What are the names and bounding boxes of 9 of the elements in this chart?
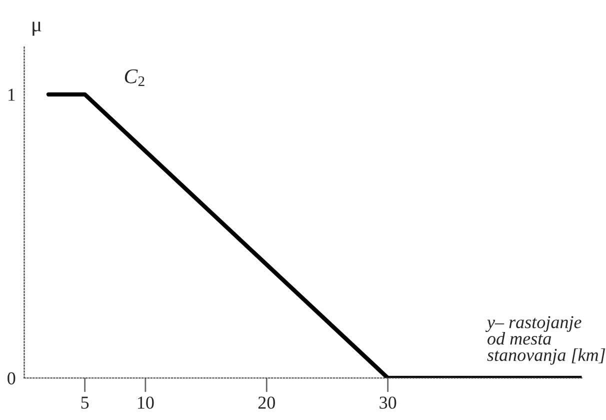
x-tick-label: 30 [380, 396, 396, 409]
series-label: C$_{2}$ [124, 69, 144, 86]
y-tick-label: 1 [8, 88, 15, 101]
y-axis-title: μ [32, 22, 42, 36]
x-tick-label: 20 [258, 396, 275, 409]
y-tick-label: 0 [8, 372, 16, 384]
x-axis-title: y– rastojanje od mesta stanovanja [km] [485, 316, 606, 365]
x-tick-label: 5 [81, 396, 89, 409]
x-tick-label: 10 [138, 396, 154, 409]
